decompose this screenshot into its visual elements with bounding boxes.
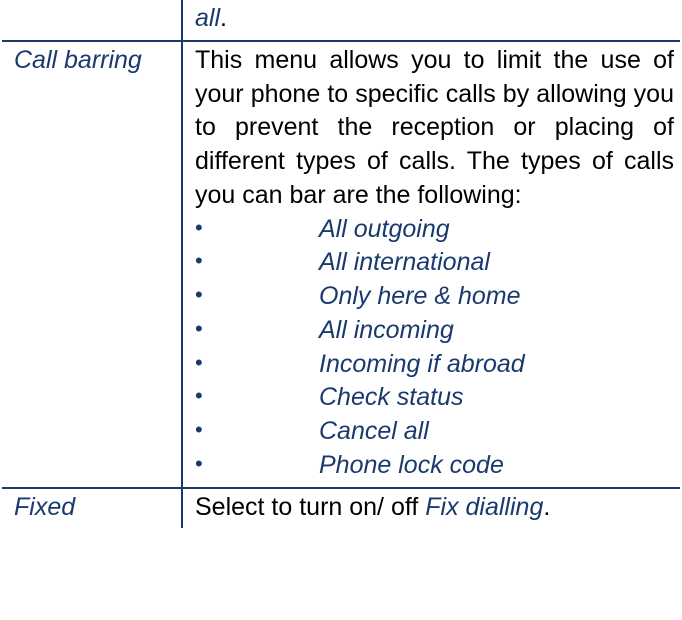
cell-label: Fixed bbox=[2, 488, 182, 529]
desc-suffix: . bbox=[543, 493, 550, 521]
desc-term: Fix dialling bbox=[425, 493, 543, 521]
bullet-label: All incoming bbox=[319, 314, 454, 348]
list-item: • Phone lock code bbox=[195, 449, 674, 483]
bullet-icon: • bbox=[195, 449, 319, 483]
bullet-list: • All outgoing • All international • Onl… bbox=[195, 213, 674, 483]
page: all. Call barring This menu allows you t… bbox=[0, 0, 682, 620]
bullet-icon: • bbox=[195, 280, 319, 314]
cell-label: Call barring bbox=[2, 41, 182, 488]
bullet-label: Cancel all bbox=[319, 415, 429, 449]
desc-prefix: Select to turn on/ off bbox=[195, 493, 425, 521]
bullet-label: All international bbox=[319, 246, 490, 280]
bullet-label: Only here & home bbox=[319, 280, 521, 314]
table-row: Call barring This menu allows you to lim… bbox=[2, 41, 680, 488]
table-row: all. bbox=[2, 0, 680, 41]
list-item: • Only here & home bbox=[195, 280, 674, 314]
desc-text: This menu allows you to limit the use of… bbox=[195, 44, 674, 213]
bullet-icon: • bbox=[195, 314, 319, 348]
list-item: • Cancel all bbox=[195, 415, 674, 449]
list-item: • All international bbox=[195, 246, 674, 280]
bullet-icon: • bbox=[195, 213, 319, 247]
list-item: • All incoming bbox=[195, 314, 674, 348]
bullet-icon: • bbox=[195, 381, 319, 415]
list-item: • All outgoing bbox=[195, 213, 674, 247]
bullet-label: All outgoing bbox=[319, 213, 450, 247]
table-row: Fixed Select to turn on/ off Fix diallin… bbox=[2, 488, 680, 529]
bullet-icon: • bbox=[195, 246, 319, 280]
cell-desc: This menu allows you to limit the use of… bbox=[182, 41, 680, 488]
bullet-label: Incoming if abroad bbox=[319, 348, 525, 382]
cell-label bbox=[2, 0, 182, 41]
list-item: • Incoming if abroad bbox=[195, 348, 674, 382]
cell-desc: all. bbox=[182, 0, 680, 41]
settings-table: all. Call barring This menu allows you t… bbox=[2, 0, 680, 528]
bullet-label: Check status bbox=[319, 381, 464, 415]
list-item: • Check status bbox=[195, 381, 674, 415]
cell-desc: Select to turn on/ off Fix dialling. bbox=[182, 488, 680, 529]
bullet-icon: • bbox=[195, 415, 319, 449]
trailing-punct: . bbox=[220, 4, 227, 32]
bullet-icon: • bbox=[195, 348, 319, 382]
bullet-label: Phone lock code bbox=[319, 449, 504, 483]
trailing-term: all bbox=[195, 4, 220, 32]
